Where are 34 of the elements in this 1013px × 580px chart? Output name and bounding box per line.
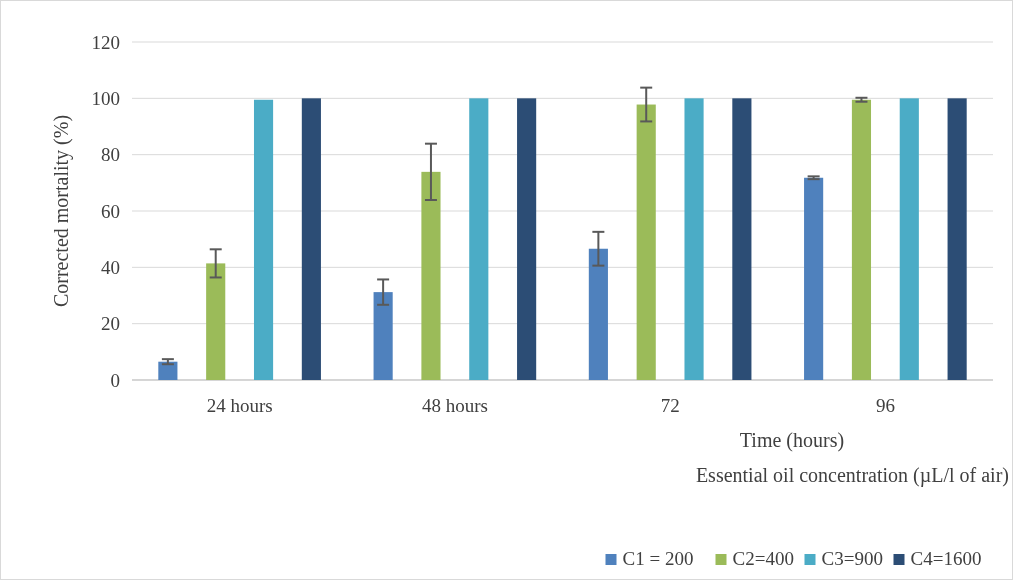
bar: [373, 292, 393, 380]
x-tick-label: 96: [875, 395, 895, 416]
bar: [301, 98, 321, 380]
bar: [158, 361, 178, 380]
legend-label: C2=400: [732, 548, 794, 569]
bar: [588, 248, 608, 380]
bar: [804, 177, 824, 380]
bar: [517, 98, 537, 380]
legend-label: C3=900: [821, 548, 883, 569]
bar: [206, 263, 226, 380]
bar: [636, 104, 656, 380]
bar: [947, 98, 967, 380]
x-tick-label: 72: [660, 395, 680, 416]
y-tick-label: 40: [101, 256, 120, 278]
bar: [253, 99, 274, 380]
y-tick-label: 80: [101, 144, 120, 166]
bar: [899, 98, 919, 380]
x-tick-label: 24 hours: [206, 395, 273, 416]
bar: [851, 99, 872, 380]
y-axis-title: Corrected mortality (%): [50, 114, 73, 308]
bar: [421, 171, 441, 380]
x-tick-label: 48 hours: [421, 395, 488, 416]
y-tick-label: 100: [91, 87, 120, 109]
bar: [469, 98, 489, 380]
legend-title: Essential oil concentration (µL/l of air): [695, 464, 1009, 487]
y-tick-label: 120: [91, 31, 120, 53]
y-tick-label: 60: [101, 200, 120, 222]
legend-label: C4=1600: [910, 548, 982, 569]
bar: [732, 98, 752, 380]
y-tick-label: 0: [110, 369, 120, 391]
y-tick-label: 20: [101, 313, 120, 335]
x-axis-title: Time (hours): [739, 429, 845, 452]
legend-label: C1 = 200: [622, 548, 694, 569]
bar: [684, 98, 704, 380]
